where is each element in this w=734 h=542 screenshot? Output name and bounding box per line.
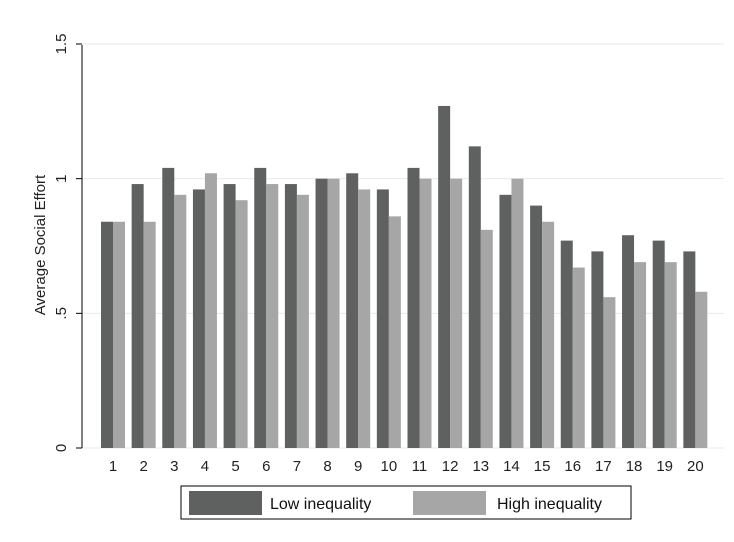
x-axis-ticks: 1 2 3 4 5 6 7 8 9 10 11 12 13 14 15 16 17 18 19 20: [109, 458, 704, 475]
x-tick-label-3: 3: [170, 458, 178, 475]
bar-low-inequality-5: [223, 184, 236, 448]
bar-low-inequality-3: [162, 167, 175, 449]
x-tick-label-10: 10: [381, 458, 398, 475]
bar-low-inequality-1: [101, 221, 113, 448]
bar-high-inequality-10: [388, 216, 401, 448]
y-tick-label-3: 1.5: [53, 34, 70, 55]
bar-low-inequality-14: [499, 194, 512, 448]
x-tick-label-8: 8: [323, 458, 331, 475]
bar-high-inequality-9: [358, 189, 371, 448]
bar-high-inequality-13: [480, 229, 493, 448]
x-tick-label-4: 4: [201, 458, 209, 475]
x-tick-label-16: 16: [564, 458, 581, 475]
x-tick-label-17: 17: [595, 458, 612, 475]
y-axis-ticks: 0 .5 1 1.5: [53, 34, 82, 452]
x-tick-label-20: 20: [687, 458, 704, 475]
bar-low-inequality-17: [591, 251, 604, 448]
bar-low-inequality-20: [683, 251, 696, 448]
x-tick-label-9: 9: [354, 458, 362, 475]
bar-low-inequality-13: [468, 146, 481, 448]
bar-high-inequality-3: [174, 194, 187, 448]
x-tick-label-15: 15: [534, 458, 551, 475]
bar-high-inequality-16: [572, 267, 585, 448]
y-tick-label-2: 1: [53, 174, 70, 182]
x-tick-label-1: 1: [109, 458, 117, 475]
bar-high-inequality-6: [266, 184, 279, 448]
bar-high-inequality-14: [511, 178, 524, 448]
y-tick-label-1: .5: [53, 307, 70, 320]
bar-low-inequality-16: [560, 240, 573, 448]
x-tick-label-14: 14: [503, 458, 520, 475]
bar-low-inequality-7: [284, 184, 297, 448]
bars: [101, 105, 708, 449]
bar-low-inequality-6: [254, 167, 267, 449]
bar-low-inequality-11: [407, 167, 420, 449]
bar-high-inequality-19: [664, 262, 677, 448]
x-tick-label-13: 13: [472, 458, 489, 475]
legend-swatch-high-inequality: [413, 491, 486, 515]
bar-low-inequality-9: [346, 173, 359, 448]
bar-high-inequality-7: [296, 194, 309, 448]
x-tick-label-7: 7: [293, 458, 301, 475]
x-tick-label-5: 5: [231, 458, 239, 475]
gridlines: [82, 43, 724, 449]
x-tick-label-19: 19: [656, 458, 673, 475]
bar-high-inequality-2: [143, 221, 156, 448]
plot-area: [82, 15, 725, 452]
bar-high-inequality-17: [603, 297, 616, 448]
bar-low-inequality-12: [438, 105, 451, 449]
x-tick-label-11: 11: [412, 458, 428, 475]
legend-label-high-inequality: High inequality: [497, 496, 602, 513]
x-tick-label-6: 6: [262, 458, 270, 475]
y-axis-title: Average Social Effort: [32, 174, 49, 315]
bar-high-inequality-15: [542, 221, 555, 448]
x-tick-label-18: 18: [626, 458, 643, 475]
bar-low-inequality-8: [315, 178, 328, 448]
bar-high-inequality-4: [204, 173, 217, 448]
bar-high-inequality-18: [634, 262, 647, 448]
bar-low-inequality-18: [622, 235, 635, 448]
bar-high-inequality-8: [327, 178, 340, 448]
bar-low-inequality-15: [530, 205, 543, 448]
legend: Low inequality High inequality: [180, 485, 632, 520]
bar-low-inequality-10: [376, 189, 389, 448]
x-tick-label-12: 12: [442, 458, 459, 475]
y-tick-label-0: 0: [53, 444, 70, 452]
bar-low-inequality-19: [652, 240, 665, 448]
x-tick-label-2: 2: [139, 458, 147, 475]
bar-low-inequality-2: [131, 184, 144, 448]
bar-high-inequality-12: [450, 178, 463, 448]
legend-label-low-inequality: Low inequality: [270, 496, 371, 513]
bar-high-inequality-1: [113, 221, 125, 448]
bar-high-inequality-20: [695, 291, 708, 448]
legend-swatch-low-inequality: [189, 491, 262, 515]
bar-high-inequality-5: [235, 200, 248, 448]
bar-low-inequality-4: [192, 189, 205, 448]
bar-high-inequality-11: [419, 178, 432, 448]
